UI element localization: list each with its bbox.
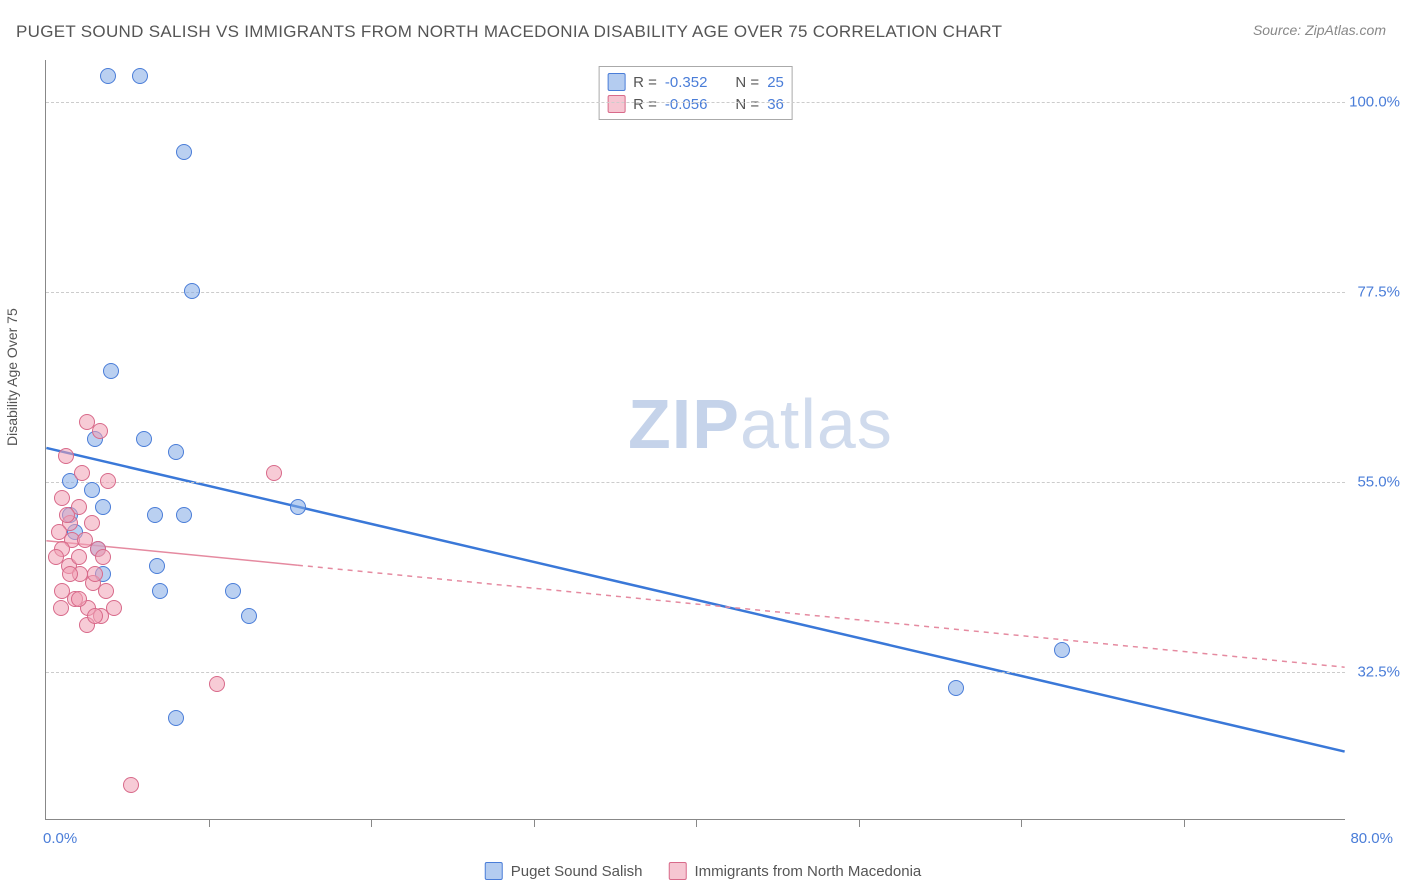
data-point-blue: [136, 431, 152, 447]
gridline-h: [46, 292, 1345, 293]
data-point-blue: [84, 482, 100, 498]
trend-line-pink-ext: [298, 565, 1345, 667]
legend-stats: R = -0.352 N = 25 R = -0.056 N = 36: [598, 66, 793, 120]
chart-title: PUGET SOUND SALISH VS IMMIGRANTS FROM NO…: [16, 22, 1002, 42]
watermark-bold: ZIP: [628, 385, 740, 463]
data-point-pink: [106, 600, 122, 616]
data-point-blue: [100, 68, 116, 84]
data-point-pink: [58, 448, 74, 464]
data-point-pink: [71, 591, 87, 607]
swatch-pink: [607, 95, 625, 113]
data-point-blue: [168, 444, 184, 460]
data-point-pink: [71, 549, 87, 565]
data-point-blue: [103, 363, 119, 379]
watermark: ZIPatlas: [628, 384, 893, 464]
source-attribution: Source: ZipAtlas.com: [1253, 22, 1386, 38]
r-value: -0.056: [665, 96, 708, 113]
data-point-pink: [100, 473, 116, 489]
data-point-blue: [95, 499, 111, 515]
y-tick-label: 55.0%: [1357, 474, 1400, 491]
plot-area: ZIPatlas R =-0.352N =25R =-0.056N =36 32…: [45, 60, 1345, 820]
n-value: 25: [767, 74, 784, 91]
x-tick: [209, 819, 210, 827]
x-tick: [1184, 819, 1185, 827]
data-point-blue: [132, 68, 148, 84]
legend-series: Puget Sound Salish Immigrants from North …: [485, 862, 922, 880]
data-point-blue: [147, 507, 163, 523]
swatch-pink: [669, 862, 687, 880]
data-point-blue: [290, 499, 306, 515]
gridline-h: [46, 672, 1345, 673]
legend-label: Immigrants from North Macedonia: [695, 863, 922, 880]
data-point-pink: [92, 423, 108, 439]
data-point-blue: [225, 583, 241, 599]
data-point-blue: [176, 144, 192, 160]
data-point-pink: [209, 676, 225, 692]
data-point-blue: [152, 583, 168, 599]
x-tick: [371, 819, 372, 827]
data-point-blue: [1054, 642, 1070, 658]
data-point-pink: [266, 465, 282, 481]
x-tick-label: 0.0%: [43, 830, 77, 847]
gridline-h: [46, 102, 1345, 103]
data-point-pink: [98, 583, 114, 599]
legend-item: Immigrants from North Macedonia: [669, 862, 922, 880]
data-point-blue: [149, 558, 165, 574]
swatch-blue: [607, 73, 625, 91]
data-point-pink: [84, 515, 100, 531]
data-point-blue: [176, 507, 192, 523]
r-value: -0.352: [665, 74, 708, 91]
x-tick: [534, 819, 535, 827]
gridline-h: [46, 482, 1345, 483]
data-point-pink: [74, 465, 90, 481]
x-tick-label: 80.0%: [1350, 830, 1393, 847]
legend-label: Puget Sound Salish: [511, 863, 643, 880]
y-axis-label: Disability Age Over 75: [4, 308, 20, 446]
swatch-blue: [485, 862, 503, 880]
x-tick: [859, 819, 860, 827]
x-tick: [1021, 819, 1022, 827]
r-label: R =: [633, 74, 657, 91]
x-tick: [696, 819, 697, 827]
y-tick-label: 100.0%: [1349, 94, 1400, 111]
legend-stat-row: R = -0.056 N = 36: [607, 93, 784, 115]
watermark-rest: atlas: [740, 385, 893, 463]
r-label: R =: [633, 96, 657, 113]
data-point-pink: [54, 490, 70, 506]
n-value: 36: [767, 96, 784, 113]
y-tick-label: 77.5%: [1357, 284, 1400, 301]
y-tick-label: 32.5%: [1357, 664, 1400, 681]
data-point-blue: [241, 608, 257, 624]
n-label: N =: [735, 74, 759, 91]
legend-item: Puget Sound Salish: [485, 862, 643, 880]
n-label: N =: [735, 96, 759, 113]
data-point-pink: [87, 608, 103, 624]
data-point-pink: [95, 549, 111, 565]
data-point-pink: [62, 566, 78, 582]
trend-line-blue: [46, 448, 1344, 752]
data-point-pink: [123, 777, 139, 793]
data-point-pink: [53, 600, 69, 616]
data-point-pink: [87, 566, 103, 582]
data-point-pink: [59, 507, 75, 523]
trend-lines: [46, 60, 1345, 819]
data-point-blue: [184, 283, 200, 299]
data-point-blue: [948, 680, 964, 696]
legend-stat-row: R = -0.352 N = 25: [607, 71, 784, 93]
data-point-blue: [168, 710, 184, 726]
